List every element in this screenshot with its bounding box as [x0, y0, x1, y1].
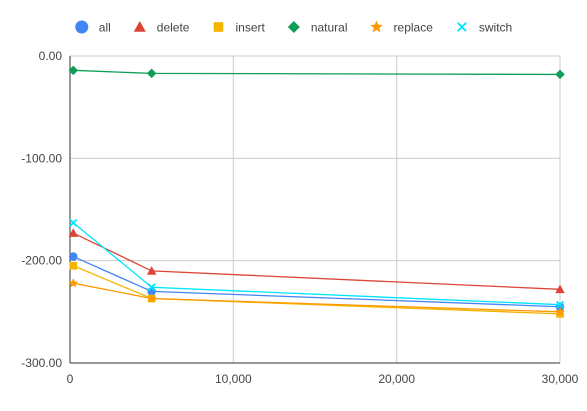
series-line-switch — [72, 222, 561, 306]
series-natural — [68, 65, 565, 80]
legend-item-switch: switch — [457, 21, 512, 35]
data-point-replace — [146, 293, 157, 303]
legend-marker-natural — [287, 21, 300, 33]
legend-label-all: all — [99, 21, 111, 35]
y-tick-label: -200.00 — [21, 254, 62, 268]
data-point-insert — [69, 261, 78, 270]
data-point-replace — [555, 306, 565, 317]
legend-label-natural: natural — [311, 21, 348, 35]
data-point-all — [68, 252, 78, 261]
legend-item-insert: insert — [213, 21, 265, 35]
series-switch — [69, 218, 564, 309]
legend-marker-switch — [457, 22, 467, 32]
x-tick-label: 30,000 — [542, 372, 579, 386]
y-tick-label: -300.00 — [21, 356, 62, 370]
legend-marker-insert — [213, 22, 224, 32]
x-stroke — [69, 218, 78, 227]
data-point-natural — [555, 69, 565, 80]
series-layer — [68, 65, 565, 318]
legend-marker-replace — [370, 20, 383, 33]
grid — [70, 55, 561, 364]
series-line-insert — [73, 265, 561, 315]
legend: all delete insert natural replace switch — [75, 20, 512, 35]
data-point-replace — [68, 277, 79, 288]
data-point-switch — [556, 300, 564, 309]
data-point-natural — [68, 65, 79, 76]
legend-marker-delete — [133, 21, 146, 32]
data-point-natural — [146, 68, 157, 79]
x-stroke — [457, 22, 467, 32]
series-line-all — [73, 255, 561, 308]
data-point-switch — [147, 283, 156, 292]
series-line-delete — [72, 232, 561, 290]
legend-item-replace: replace — [370, 20, 434, 35]
legend-marker-all — [75, 20, 89, 34]
legend-label-delete: delete — [157, 21, 190, 35]
legend-label-replace: replace — [394, 21, 434, 35]
x-tick-label: 10,000 — [215, 372, 252, 386]
x-stroke — [147, 283, 156, 292]
series-replace — [68, 277, 565, 317]
y-tick-label: -100.00 — [21, 151, 62, 165]
axes: 0.00 -100.00 -200.00 -300.00 0 10,000 20,000 30… — [21, 49, 578, 386]
x-stroke — [556, 300, 564, 309]
x-tick-label: 0 — [67, 372, 74, 386]
series-delete — [68, 228, 565, 294]
series-line-natural — [73, 69, 561, 76]
legend-item-delete: delete — [133, 21, 190, 35]
legend-label-insert: insert — [235, 21, 265, 35]
legend-item-all: all — [75, 20, 111, 35]
x-tick-label: 20,000 — [378, 372, 415, 386]
data-point-delete — [555, 284, 565, 294]
legend-label-switch: switch — [479, 21, 512, 35]
data-point-delete — [146, 266, 157, 275]
legend-item-natural: natural — [287, 21, 348, 35]
data-point-switch — [69, 218, 78, 227]
data-point-delete — [68, 228, 79, 237]
y-tick-label: 0.00 — [39, 49, 63, 63]
